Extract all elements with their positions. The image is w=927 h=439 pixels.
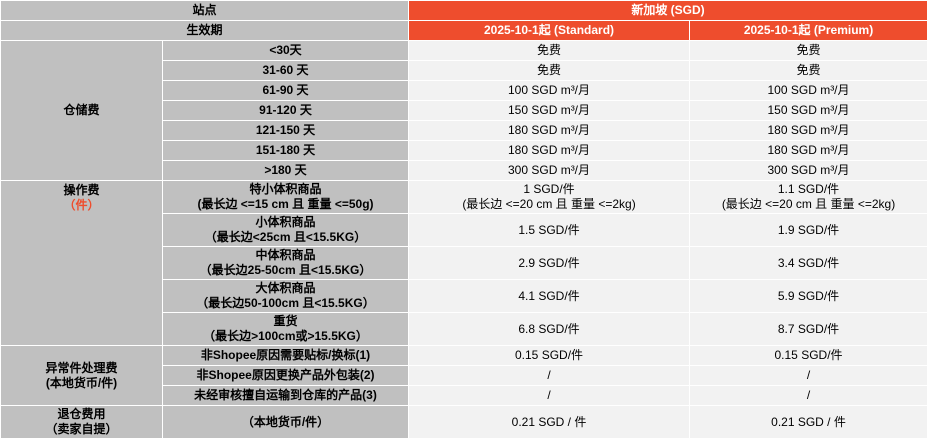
operation-row: 大体积商品 （最长边50-100cm 且<15.5KG） 4.1 SGD/件 5… xyxy=(1,279,927,313)
operation-item: 特小体积商品 (最长边 <=15 cm 且 重量 <=50g) xyxy=(161,180,410,214)
storage-premium-value: 免费 xyxy=(689,60,927,81)
exception-item: 非Shopee原因需要贴标/换标(1) xyxy=(161,345,410,366)
operation-item-spec: （最长边50-100cm 且<15.5KG） xyxy=(196,296,375,310)
operation-premium-price: 1.1 SGD/件 xyxy=(777,182,840,196)
storage-tier: <30天 xyxy=(161,40,410,61)
storage-tier: 91-120 天 xyxy=(161,100,410,121)
return-sub-label: （卖家自提） xyxy=(45,422,118,436)
operation-standard-price: 1 SGD/件 xyxy=(523,182,575,196)
storage-standard-value: 免费 xyxy=(408,40,691,61)
operation-item: 小体积商品 （最长边<25cm 且<15.5KG） xyxy=(161,213,410,247)
storage-standard-value: 免费 xyxy=(408,60,691,81)
storage-standard-value: 300 SGD m³/月 xyxy=(408,160,691,181)
exception-label: 异常件处理费 xyxy=(45,360,118,375)
operation-item: 中体积商品 （最长边25-50cm 且<15.5KG） xyxy=(161,246,410,280)
operation-item-name: 中体积商品 xyxy=(255,248,316,262)
storage-row: 121-150 天 180 SGD m³/月 180 SGD m³/月 xyxy=(1,120,927,141)
exception-premium-value: 0.15 SGD/件 xyxy=(689,345,927,366)
site-value: 新加坡 (SGD) xyxy=(408,0,927,21)
storage-tier: 61-90 天 xyxy=(161,80,410,101)
storage-premium-value: 150 SGD m³/月 xyxy=(689,100,927,121)
exception-premium-value: / xyxy=(689,365,927,386)
operation-item-name: 大体积商品 xyxy=(255,281,316,295)
operation-label: 操作费 xyxy=(63,183,100,197)
storage-tier: 31-60 天 xyxy=(161,60,410,81)
operation-item: 大体积商品 （最长边50-100cm 且<15.5KG） xyxy=(161,279,410,313)
storage-standard-value: 180 SGD m³/月 xyxy=(408,120,691,141)
storage-standard-value: 180 SGD m³/月 xyxy=(408,140,691,161)
operation-premium-note: (最长边 <=20 cm 且 重量 <=2kg) xyxy=(721,197,896,211)
exception-item: 未经审核擅自运输到仓库的产品(3) xyxy=(161,385,410,406)
operation-row: 重货 （最长边>100cm或>15.5KG） 6.8 SGD/件 8.7 SGD… xyxy=(1,312,927,346)
storage-label: 仓储费 xyxy=(0,40,163,181)
exception-item: 非Shopee原因更换产品外包装(2) xyxy=(161,365,410,386)
operation-premium-value: 8.7 SGD/件 xyxy=(689,312,927,346)
operation-label-cell: 操作费 （件） xyxy=(0,180,163,346)
operation-premium-value: 1.9 SGD/件 xyxy=(689,213,927,247)
operation-unit-label: （件） xyxy=(63,198,100,212)
operation-item-name: 小体积商品 xyxy=(255,215,316,229)
operation-standard-value: 6.8 SGD/件 xyxy=(408,312,691,346)
exception-label-cell: 异常件处理费 (本地货币/件) xyxy=(0,345,163,406)
storage-premium-value: 免费 xyxy=(689,40,927,61)
col-standard-header: 2025-10-1起 (Standard) xyxy=(408,20,691,41)
exception-standard-value: / xyxy=(408,385,691,406)
operation-standard-value: 1 SGD/件 (最长边 <=20 cm 且 重量 <=2kg) xyxy=(408,180,691,214)
operation-item-spec: （最长边25-50cm 且<15.5KG） xyxy=(199,263,372,277)
operation-premium-value: 5.9 SGD/件 xyxy=(689,279,927,313)
operation-item-spec: （最长边>100cm或>15.5KG） xyxy=(203,329,368,343)
exception-standard-value: / xyxy=(408,365,691,386)
operation-row: 中体积商品 （最长边25-50cm 且<15.5KG） 2.9 SGD/件 3.… xyxy=(1,246,927,280)
return-standard-value: 0.21 SGD / 件 xyxy=(408,405,691,439)
storage-standard-value: 100 SGD m³/月 xyxy=(408,80,691,101)
storage-premium-value: 180 SGD m³/月 xyxy=(689,140,927,161)
storage-row: 151-180 天 180 SGD m³/月 180 SGD m³/月 xyxy=(1,140,927,161)
operation-standard-note: (最长边 <=20 cm 且 重量 <=2kg) xyxy=(462,197,636,211)
storage-tier: 151-180 天 xyxy=(161,140,410,161)
operation-premium-value: 3.4 SGD/件 xyxy=(689,246,927,280)
operation-item: 重货 （最长边>100cm或>15.5KG） xyxy=(161,312,410,346)
operation-item-name: 重货 xyxy=(273,314,298,328)
operation-standard-value: 4.1 SGD/件 xyxy=(408,279,691,313)
effective-row: 生效期 2025-10-1起 (Standard) 2025-10-1起 (Pr… xyxy=(0,20,927,41)
operation-row: 小体积商品 （最长边<25cm 且<15.5KG） 1.5 SGD/件 1.9 … xyxy=(1,213,927,247)
storage-premium-value: 100 SGD m³/月 xyxy=(689,80,927,101)
operation-item-name: 特小体积商品 xyxy=(249,182,322,196)
return-label-cell: 退仓费用 （卖家自提） xyxy=(0,405,163,439)
operation-standard-value: 2.9 SGD/件 xyxy=(408,246,691,280)
operation-standard-value: 1.5 SGD/件 xyxy=(408,213,691,247)
col-premium-header: 2025-10-1起 (Premium) xyxy=(689,20,927,41)
operation-premium-value: 1.1 SGD/件 (最长边 <=20 cm 且 重量 <=2kg) xyxy=(689,180,927,214)
exception-row: 非Shopee原因更换产品外包装(2) / / xyxy=(1,365,927,386)
site-label: 站点 xyxy=(0,0,410,21)
exception-standard-value: 0.15 SGD/件 xyxy=(408,345,691,366)
return-label: 退仓费用 xyxy=(57,407,106,421)
storage-row: 61-90 天 100 SGD m³/月 100 SGD m³/月 xyxy=(1,80,927,101)
storage-tier: 121-150 天 xyxy=(161,120,410,141)
operation-row: 操作费 （件） 特小体积商品 (最长边 <=15 cm 且 重量 <=50g) … xyxy=(0,180,927,346)
storage-row: 仓储费 <30天 免费 免费 xyxy=(0,40,927,181)
storage-row: 31-60 天 免费 免费 xyxy=(1,60,927,81)
storage-row: >180 天 300 SGD m³/月 300 SGD m³/月 xyxy=(1,160,927,181)
exception-sub-label: (本地货币/件) xyxy=(45,375,118,390)
operation-item-spec: （最长边<25cm 且<15.5KG） xyxy=(204,230,367,244)
effective-label: 生效期 xyxy=(0,20,410,41)
storage-premium-value: 300 SGD m³/月 xyxy=(689,160,927,181)
operation-item-spec: (最长边 <=15 cm 且 重量 <=50g) xyxy=(197,197,374,211)
exception-premium-value: / xyxy=(689,385,927,406)
storage-tier: >180 天 xyxy=(161,160,410,181)
site-row: 站点 新加坡 (SGD) xyxy=(0,0,927,21)
return-unit: （本地货币/件） xyxy=(161,405,410,439)
return-row: 退仓费用 （卖家自提） （本地货币/件） 0.21 SGD / 件 0.21 S… xyxy=(0,405,927,439)
storage-premium-value: 180 SGD m³/月 xyxy=(689,120,927,141)
storage-standard-value: 150 SGD m³/月 xyxy=(408,100,691,121)
exception-row: 异常件处理费 (本地货币/件) 非Shopee原因需要贴标/换标(1) 0.15… xyxy=(0,345,927,406)
return-premium-value: 0.21 SGD / 件 xyxy=(689,405,927,439)
